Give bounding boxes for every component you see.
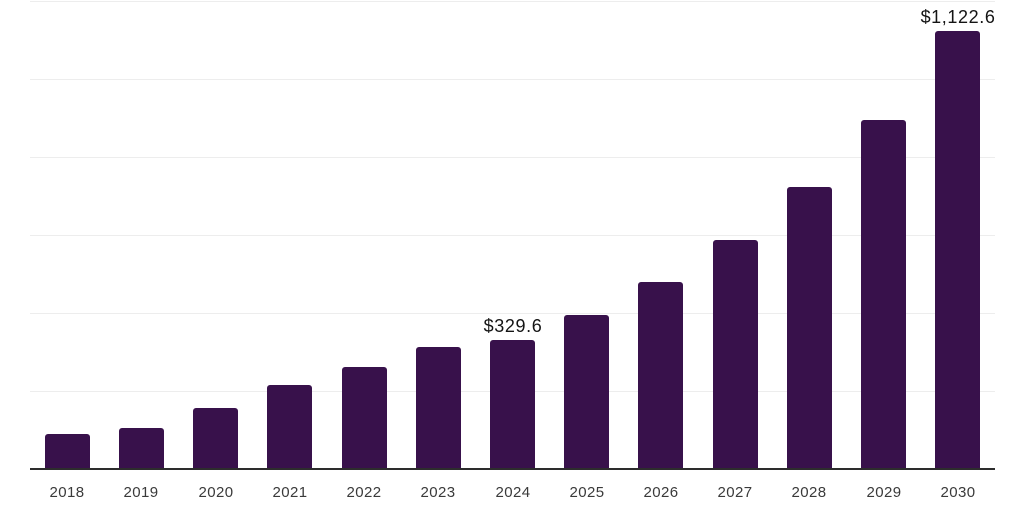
x-tick-label-2028: 2028 <box>791 484 827 501</box>
bar-2027 <box>713 240 758 469</box>
gridline <box>30 313 995 314</box>
bar-2025 <box>564 315 609 469</box>
bar-2029 <box>861 120 906 469</box>
gridline <box>30 1 995 2</box>
bar-2021 <box>267 385 312 469</box>
gridline <box>30 157 995 158</box>
gridline <box>30 235 995 236</box>
bar-2018 <box>45 434 90 469</box>
x-tick-label-2020: 2020 <box>198 484 234 501</box>
bar-2022 <box>342 367 387 469</box>
bar-2019 <box>119 428 164 469</box>
x-tick-label-2029: 2029 <box>866 484 902 501</box>
bar-2023 <box>416 347 461 469</box>
x-tick-label-2024: 2024 <box>495 484 531 501</box>
bar-value-label-2024: $329.6 <box>483 316 543 336</box>
x-tick-label-2025: 2025 <box>569 484 605 501</box>
bar-2028 <box>787 187 832 469</box>
x-tick-label-2018: 2018 <box>49 484 85 501</box>
x-tick-label-2030: 2030 <box>940 484 976 501</box>
x-axis-line <box>30 468 995 470</box>
x-tick-label-2021: 2021 <box>272 484 308 501</box>
bar-2024 <box>490 340 535 469</box>
x-tick-label-2019: 2019 <box>123 484 159 501</box>
bar-2020 <box>193 408 238 469</box>
x-tick-label-2027: 2027 <box>717 484 753 501</box>
bar-2030 <box>935 31 980 469</box>
gridline <box>30 79 995 80</box>
x-tick-label-2026: 2026 <box>643 484 679 501</box>
x-tick-label-2023: 2023 <box>420 484 456 501</box>
x-tick-label-2022: 2022 <box>346 484 382 501</box>
bar-2026 <box>638 282 683 469</box>
bar-value-label-2030: $1,122.6 <box>920 7 996 27</box>
